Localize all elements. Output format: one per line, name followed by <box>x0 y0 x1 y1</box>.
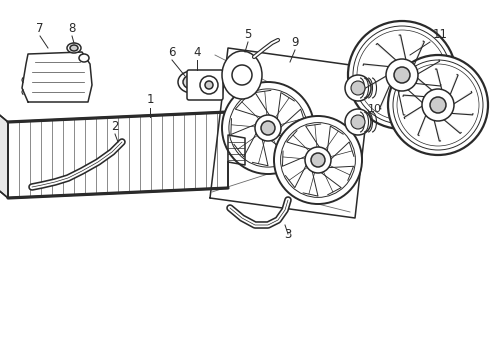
Polygon shape <box>398 88 405 115</box>
Ellipse shape <box>222 51 262 99</box>
Ellipse shape <box>67 43 81 53</box>
Polygon shape <box>210 48 372 218</box>
Text: 10: 10 <box>368 104 382 114</box>
Text: 2: 2 <box>111 120 119 133</box>
Polygon shape <box>449 75 458 97</box>
Polygon shape <box>434 118 441 141</box>
Text: 11: 11 <box>433 28 447 41</box>
Circle shape <box>388 55 488 155</box>
Circle shape <box>255 115 281 141</box>
Polygon shape <box>436 69 442 92</box>
Polygon shape <box>404 105 424 118</box>
Polygon shape <box>8 112 228 198</box>
Circle shape <box>351 81 365 95</box>
Ellipse shape <box>178 71 206 93</box>
Text: 9: 9 <box>291 36 299 49</box>
Circle shape <box>274 116 362 204</box>
Circle shape <box>397 64 479 146</box>
Circle shape <box>261 121 275 135</box>
Circle shape <box>430 97 446 113</box>
Circle shape <box>345 75 371 101</box>
Circle shape <box>311 153 325 167</box>
Text: 6: 6 <box>168 46 176 59</box>
Text: 5: 5 <box>245 28 252 41</box>
Circle shape <box>281 123 355 197</box>
Circle shape <box>386 59 418 91</box>
Polygon shape <box>414 83 441 86</box>
Text: 8: 8 <box>68 22 75 35</box>
Circle shape <box>232 65 252 85</box>
Polygon shape <box>376 44 398 62</box>
Polygon shape <box>452 91 472 105</box>
Polygon shape <box>403 95 427 97</box>
Polygon shape <box>415 77 434 92</box>
Circle shape <box>229 89 307 167</box>
Circle shape <box>200 76 218 94</box>
Polygon shape <box>449 113 473 115</box>
Circle shape <box>222 82 314 174</box>
Circle shape <box>305 147 331 173</box>
Circle shape <box>345 109 371 135</box>
Circle shape <box>422 89 454 121</box>
Circle shape <box>357 30 447 120</box>
FancyBboxPatch shape <box>187 70 223 100</box>
Text: 1: 1 <box>146 93 154 106</box>
Ellipse shape <box>183 75 201 89</box>
Text: 7: 7 <box>36 22 44 35</box>
Polygon shape <box>414 41 424 67</box>
Circle shape <box>393 60 483 150</box>
Polygon shape <box>363 64 391 67</box>
Polygon shape <box>365 75 388 90</box>
Text: 4: 4 <box>193 46 201 59</box>
Polygon shape <box>399 35 406 62</box>
Circle shape <box>353 26 451 124</box>
Ellipse shape <box>70 45 78 51</box>
Polygon shape <box>442 118 461 133</box>
Polygon shape <box>380 83 391 109</box>
Polygon shape <box>416 60 440 75</box>
Circle shape <box>205 81 213 89</box>
Circle shape <box>351 115 365 129</box>
Polygon shape <box>418 113 427 135</box>
Circle shape <box>348 21 456 129</box>
Text: 3: 3 <box>284 228 292 241</box>
Polygon shape <box>0 112 8 198</box>
Circle shape <box>394 67 410 83</box>
Polygon shape <box>22 52 92 102</box>
Polygon shape <box>406 88 428 107</box>
Polygon shape <box>228 135 245 165</box>
Ellipse shape <box>79 54 89 62</box>
